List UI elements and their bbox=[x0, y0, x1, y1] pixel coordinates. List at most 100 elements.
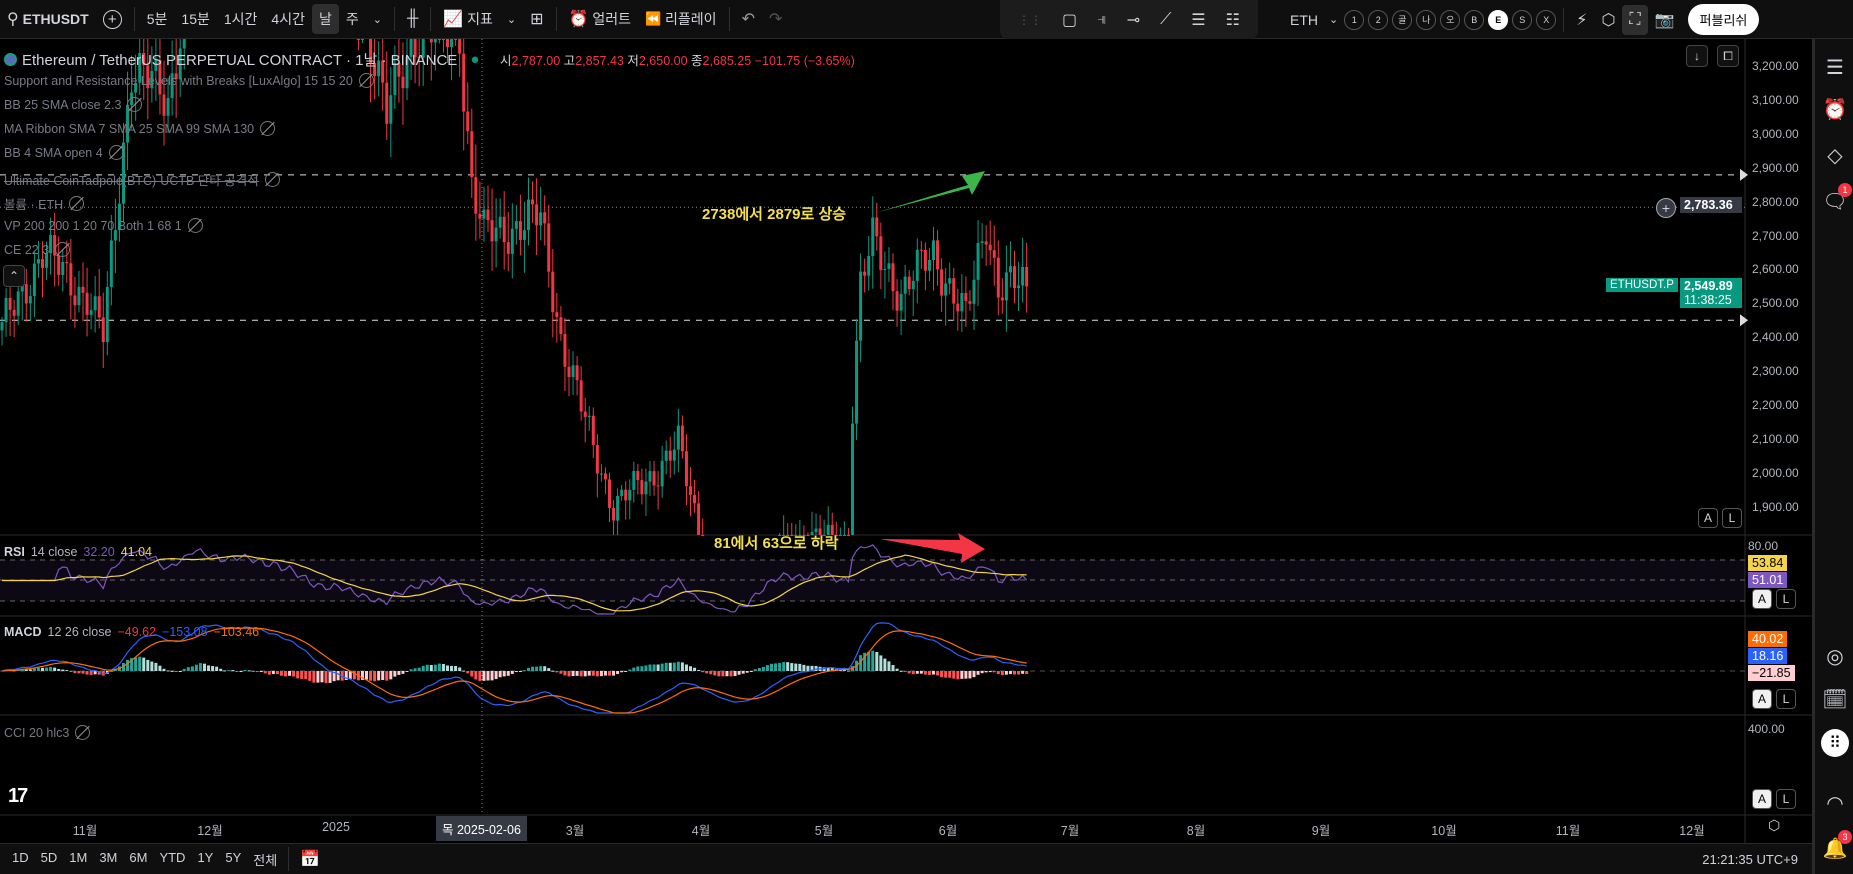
hidden-eye-icon[interactable] bbox=[69, 196, 85, 211]
indicator-legend-item[interactable]: BB 25 SMA close 2.3 bbox=[4, 97, 143, 112]
indicator-legend-item[interactable]: CE 22 3 bbox=[4, 242, 71, 257]
range-1[interactable]: 5D bbox=[40, 849, 58, 865]
range-5[interactable]: YTD bbox=[159, 849, 186, 865]
layout-button-3[interactable]: 나 bbox=[1416, 9, 1437, 30]
candle-body bbox=[0, 322, 4, 331]
layers-icon[interactable]: ◇ bbox=[1827, 144, 1843, 167]
screenshot-button[interactable]: 📷 bbox=[1648, 5, 1682, 35]
fit-screen-button[interactable]: ⧠ bbox=[1717, 45, 1739, 67]
indicator-legend-item[interactable]: Ultimate CoinTadpole(BTC)-UCTB 단타 공격적 bbox=[4, 170, 280, 189]
hidden-eye-icon[interactable] bbox=[55, 242, 71, 257]
macd-log-scale-button[interactable]: L bbox=[1776, 689, 1796, 709]
macd-histogram-bar bbox=[717, 671, 721, 677]
interval-1h[interactable]: 1시간 bbox=[223, 11, 258, 27]
range-4[interactable]: 6M bbox=[129, 849, 148, 865]
trend-line-icon[interactable]: ⟋ bbox=[1160, 10, 1172, 28]
candle-body bbox=[458, 39, 462, 54]
go-to-date-calendar-icon[interactable]: 📅 bbox=[300, 851, 321, 868]
axis-settings-gear-icon[interactable]: ⬡ bbox=[1768, 817, 1781, 833]
macd-histogram-bar bbox=[478, 671, 482, 681]
macd-histogram-bar bbox=[587, 671, 591, 676]
scroll-down-button[interactable]: ↓ bbox=[1686, 45, 1708, 67]
apps-grid-icon[interactable]: ⠿ bbox=[1821, 729, 1849, 757]
indicators-dropdown[interactable]: ⌄ bbox=[500, 4, 523, 34]
indicator-legend-item[interactable]: VP 200 200 1 20 70 Both 1 68 1 bbox=[4, 218, 203, 233]
range-2[interactable]: 1M bbox=[69, 849, 88, 865]
fib-tool-icon[interactable]: ⫣ bbox=[1097, 10, 1107, 28]
layout-button-5[interactable]: B bbox=[1464, 9, 1485, 30]
log-scale-button[interactable]: L bbox=[1722, 508, 1742, 528]
indicators-button[interactable]: 📈 지표 bbox=[443, 11, 493, 28]
indicator-legend-item[interactable]: BB 4 SMA open 4 bbox=[4, 145, 124, 160]
alert-button[interactable]: ⏰ 얼러트 bbox=[568, 11, 631, 28]
alerts-clock-icon[interactable]: ⏰ bbox=[1822, 98, 1848, 121]
range-7[interactable]: 5Y bbox=[225, 849, 242, 865]
hidden-eye-icon[interactable] bbox=[108, 145, 124, 160]
layout-button-6[interactable]: E bbox=[1488, 9, 1509, 30]
regression-channel-icon[interactable]: ☷ bbox=[1225, 11, 1240, 29]
broadcast-icon[interactable]: ◠ bbox=[1826, 792, 1844, 815]
watch-symbol-dropdown[interactable]: ⌄ bbox=[1325, 5, 1342, 35]
layout-button-1[interactable]: 2 bbox=[1368, 9, 1389, 30]
chat-icon[interactable]: 🗨 1 bbox=[1821, 183, 1852, 215]
hidden-eye-icon[interactable] bbox=[358, 73, 374, 88]
compare-symbol-button[interactable]: + bbox=[96, 4, 129, 34]
hidden-eye-icon[interactable] bbox=[127, 97, 143, 112]
annotation-down-text[interactable]: 81에서 63으로 하락 bbox=[714, 535, 839, 552]
watch-symbol[interactable]: ETH bbox=[1290, 11, 1318, 28]
symbol-search-button[interactable]: ⚲ ETHUSDT bbox=[7, 11, 89, 28]
cci-auto-scale-button[interactable]: A bbox=[1752, 789, 1772, 809]
layout-button-4[interactable]: 오 bbox=[1440, 9, 1461, 30]
publish-button[interactable]: 퍼블리쉬 bbox=[1687, 4, 1760, 35]
interval-1d[interactable]: 날 bbox=[311, 4, 339, 34]
interval-1w[interactable]: 주 bbox=[345, 11, 359, 27]
collapse-legend-button[interactable]: ⌃ bbox=[3, 265, 25, 287]
quick-search-button[interactable]: ⚡ bbox=[1569, 5, 1594, 35]
calendar-icon[interactable]: 🗓 bbox=[1822, 688, 1848, 711]
tradingview-logo[interactable]: 17 bbox=[8, 785, 28, 807]
replay-button[interactable]: ⏪ 리플레이 bbox=[644, 11, 717, 27]
layouts-button[interactable]: ⊞ bbox=[523, 4, 550, 34]
interval-5m[interactable]: 5분 bbox=[146, 11, 168, 27]
range-8[interactable]: 전체 bbox=[253, 852, 278, 868]
undo-button[interactable]: ↶ bbox=[735, 4, 762, 34]
macd-auto-scale-button[interactable]: A bbox=[1752, 689, 1772, 709]
add-alert-plus-icon[interactable]: + bbox=[1656, 198, 1676, 218]
rsi-log-scale-button[interactable]: L bbox=[1776, 589, 1796, 609]
settings-button[interactable]: ⬡ bbox=[1594, 5, 1622, 35]
drag-handle-icon[interactable]: ⋮⋮ bbox=[1017, 12, 1042, 27]
layout-button-7[interactable]: S bbox=[1512, 9, 1533, 30]
chart-type-button[interactable]: ╫ bbox=[400, 4, 425, 34]
candle-body bbox=[535, 204, 539, 226]
hidden-eye-icon[interactable] bbox=[264, 172, 280, 187]
cci-log-scale-button[interactable]: L bbox=[1776, 789, 1796, 809]
redo-button[interactable]: ↷ bbox=[762, 4, 789, 34]
interval-dropdown[interactable]: ⌄ bbox=[366, 4, 389, 34]
hidden-eye-icon[interactable] bbox=[75, 725, 91, 740]
range-0[interactable]: 1D bbox=[12, 849, 29, 865]
layout-button-8[interactable]: X bbox=[1536, 9, 1557, 30]
annotation-up-text[interactable]: 2738에서 2879로 상승 bbox=[702, 206, 847, 223]
parallel-channel-icon[interactable]: ☰ bbox=[1191, 11, 1206, 29]
horizontal-ray-icon[interactable]: ⊸ bbox=[1126, 11, 1141, 29]
indicator-legend-item[interactable]: MA Ribbon SMA 7 SMA 25 SMA 99 SMA 130 bbox=[4, 121, 276, 136]
clock[interactable]: 21:21:35 UTC+9 bbox=[1702, 851, 1798, 867]
rsi-auto-scale-button[interactable]: A bbox=[1752, 589, 1772, 609]
notifications-bell-icon[interactable]: 🔔 3 bbox=[1821, 830, 1852, 862]
hidden-eye-icon[interactable] bbox=[187, 218, 203, 233]
indicator-legend-item[interactable]: Support and Resistance Levels with Break… bbox=[4, 73, 374, 88]
chart-canvas[interactable] bbox=[0, 39, 1812, 843]
layout-button-2[interactable]: 골 bbox=[1392, 9, 1413, 30]
watchlist-icon[interactable]: ☰ bbox=[1826, 56, 1844, 79]
range-6[interactable]: 1Y bbox=[197, 849, 214, 865]
hidden-eye-icon[interactable] bbox=[260, 121, 276, 136]
interval-15m[interactable]: 15분 bbox=[181, 11, 210, 27]
radar-icon[interactable]: ◎ bbox=[1826, 645, 1844, 668]
indicator-legend-item[interactable]: 볼륨 · ETH bbox=[4, 194, 85, 213]
interval-4h[interactable]: 4시간 bbox=[271, 11, 305, 27]
layout-button-0[interactable]: 1 bbox=[1344, 9, 1365, 30]
fullscreen-button[interactable]: ⛶ bbox=[1622, 4, 1648, 35]
range-3[interactable]: 3M bbox=[99, 849, 118, 865]
auto-scale-button[interactable]: A bbox=[1698, 508, 1718, 528]
rectangle-tool-icon[interactable]: ▢ bbox=[1061, 11, 1078, 29]
